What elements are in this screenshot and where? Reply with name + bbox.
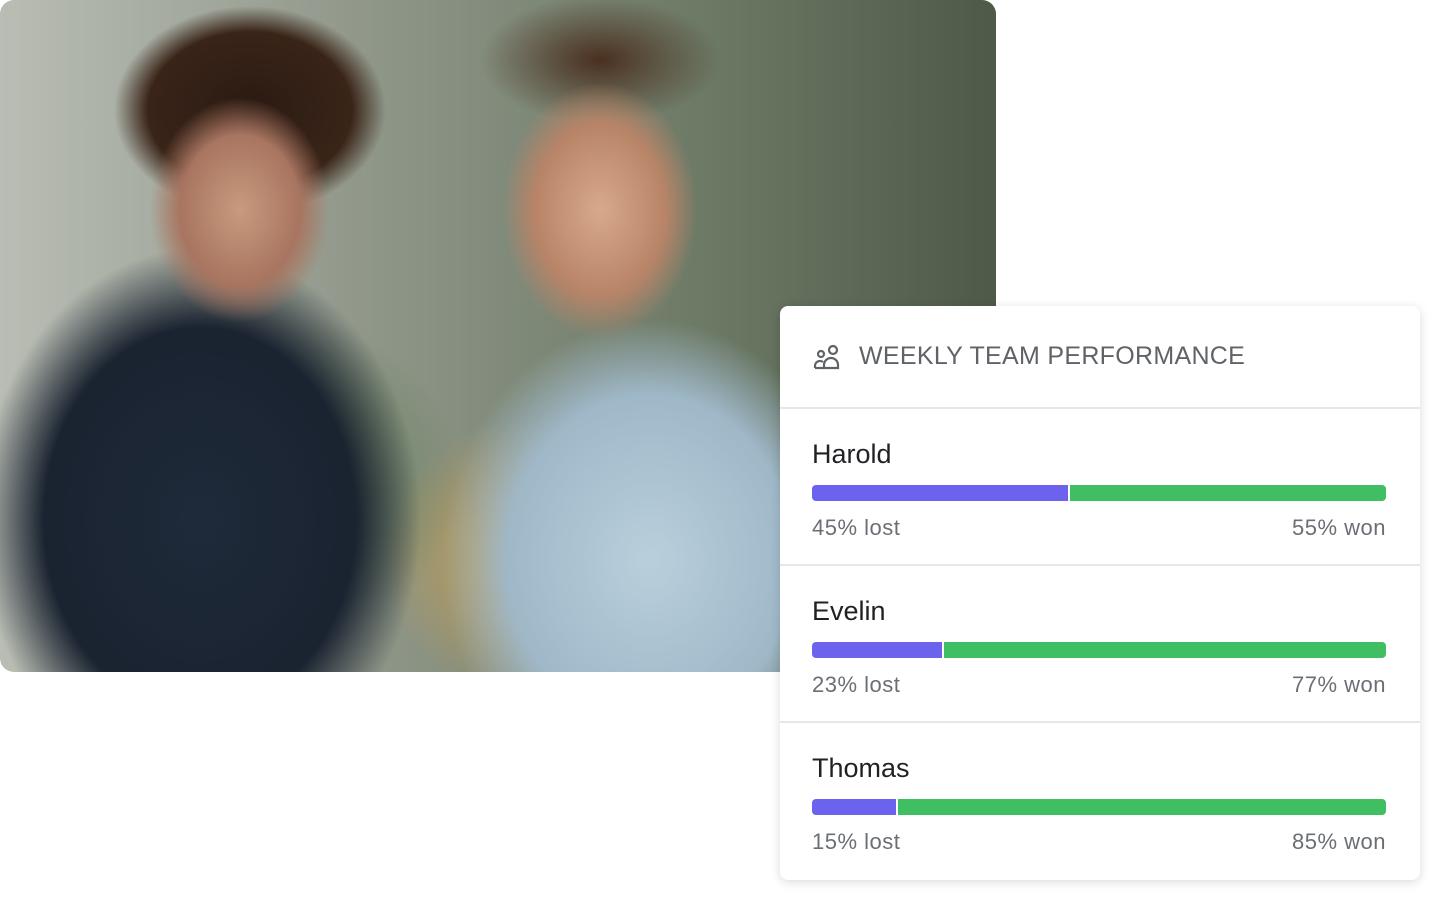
won-segment — [1070, 485, 1386, 501]
lost-segment — [812, 799, 899, 815]
won-label: 55% won — [1291, 515, 1386, 540]
performance-bar — [812, 642, 1386, 658]
member-row: Evelin 23% lost 77% won — [780, 566, 1420, 723]
lost-label: 23% lost — [812, 672, 901, 697]
performance-bar — [812, 799, 1386, 815]
card-title: WEEKLY TEAM PERFORMANCE — [859, 342, 1246, 370]
lost-segment — [812, 642, 945, 658]
lost-segment — [812, 485, 1071, 501]
card-header: WEEKLY TEAM PERFORMANCE — [780, 306, 1420, 409]
lost-label: 45% lost — [812, 515, 901, 540]
won-segment — [898, 799, 1386, 815]
lost-label: 15% lost — [812, 829, 901, 854]
member-name: Evelin — [812, 596, 886, 626]
won-label: 85% won — [1291, 829, 1386, 854]
member-row: Thomas 15% lost 85% won — [780, 723, 1420, 880]
won-label: 77% won — [1291, 672, 1386, 697]
performance-bar — [812, 485, 1386, 501]
member-row: Harold 45% lost 55% won — [780, 409, 1420, 566]
member-name: Thomas — [812, 753, 910, 783]
member-name: Harold — [812, 439, 892, 469]
won-segment — [944, 642, 1386, 658]
weekly-performance-card: WEEKLY TEAM PERFORMANCE Harold 45% lost … — [780, 306, 1420, 880]
users-icon — [813, 344, 840, 369]
